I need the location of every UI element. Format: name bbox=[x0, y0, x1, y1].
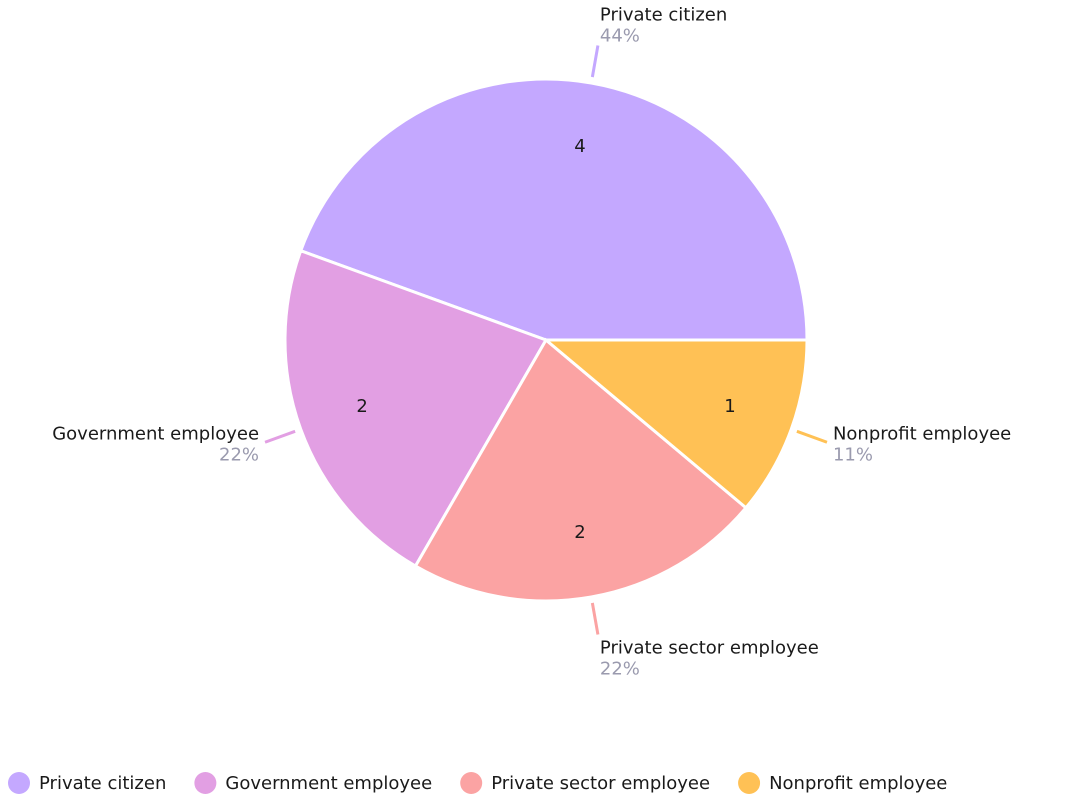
leader-line bbox=[796, 429, 828, 444]
slice-label: Nonprofit employee bbox=[833, 423, 1011, 444]
slice-value: 2 bbox=[356, 396, 367, 417]
legend-swatch bbox=[194, 772, 217, 794]
legend-swatch bbox=[738, 772, 761, 794]
leader-line bbox=[264, 429, 296, 444]
legend-label: Private citizen bbox=[39, 773, 166, 794]
pie-slice bbox=[283, 248, 549, 569]
pie-slice bbox=[298, 77, 809, 342]
legend-swatch bbox=[460, 772, 483, 794]
slice-label: Private sector employee bbox=[600, 637, 819, 658]
slice-percent: 44% bbox=[600, 26, 640, 47]
slice-percent: 22% bbox=[600, 658, 640, 679]
leader-line bbox=[590, 45, 600, 78]
legend-swatch bbox=[8, 772, 30, 794]
slice-label: Private citizen bbox=[600, 5, 727, 26]
slice-value: 4 bbox=[574, 136, 585, 157]
slice-label: Government employee bbox=[52, 423, 259, 444]
leader-line bbox=[590, 602, 600, 635]
pie-slice bbox=[413, 337, 749, 603]
slice-percent: 11% bbox=[833, 444, 873, 465]
slice-percent: 22% bbox=[219, 444, 259, 465]
legend-label: Government employee bbox=[225, 773, 432, 794]
slice-value: 2 bbox=[574, 522, 585, 543]
legend-label: Nonprofit employee bbox=[769, 773, 947, 794]
legend-label: Private sector employee bbox=[491, 773, 710, 794]
slice-value: 1 bbox=[724, 396, 735, 417]
pie-slice bbox=[541, 338, 809, 510]
